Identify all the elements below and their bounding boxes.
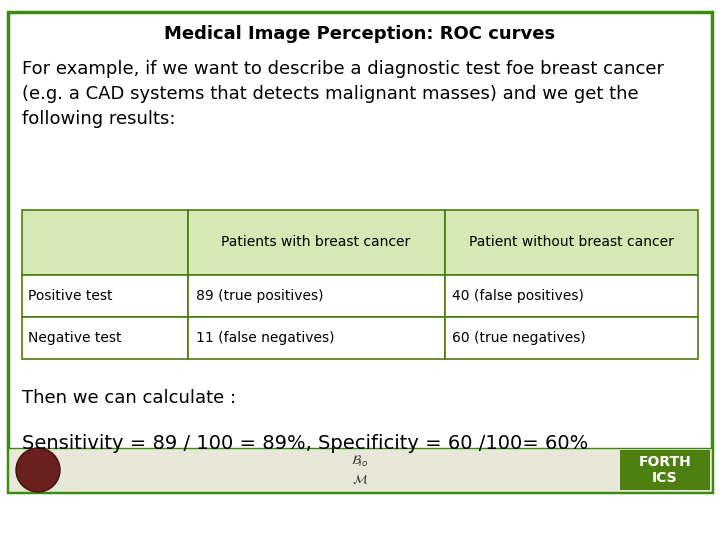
Bar bbox=[444, 275, 698, 317]
Bar bbox=[444, 317, 698, 359]
Bar bbox=[188, 210, 444, 275]
Text: 89 (true positives): 89 (true positives) bbox=[196, 289, 323, 303]
Bar bbox=[188, 275, 444, 317]
Text: Positive test: Positive test bbox=[28, 289, 112, 303]
Bar bbox=[22, 317, 188, 359]
Bar bbox=[188, 317, 444, 359]
Text: Sensitivity = 89 / 100 = 89%, Specificity = 60 /100= 60%: Sensitivity = 89 / 100 = 89%, Specificit… bbox=[22, 434, 588, 453]
Text: Patient without breast cancer: Patient without breast cancer bbox=[469, 235, 674, 249]
Text: $\mathcal{B}_{\!\mathit{io}}$
$\mathcal{M}$: $\mathcal{B}_{\!\mathit{io}}$ $\mathcal{… bbox=[351, 454, 369, 485]
Bar bbox=[8, 12, 712, 492]
Bar bbox=[8, 448, 712, 492]
Text: 60 (true negatives): 60 (true negatives) bbox=[452, 331, 586, 345]
Bar bbox=[444, 210, 698, 275]
Bar bbox=[620, 450, 710, 490]
Text: Medical Image Perception: ROC curves: Medical Image Perception: ROC curves bbox=[164, 25, 556, 43]
Text: Negative test: Negative test bbox=[28, 331, 122, 345]
Text: Then we can calculate :: Then we can calculate : bbox=[22, 389, 236, 407]
Text: FORTH
ICS: FORTH ICS bbox=[639, 455, 691, 484]
Text: For example, if we want to describe a diagnostic test foe breast cancer
(e.g. a : For example, if we want to describe a di… bbox=[22, 60, 664, 128]
Bar bbox=[22, 275, 188, 317]
Bar bbox=[22, 210, 188, 275]
Text: 11 (false negatives): 11 (false negatives) bbox=[196, 331, 334, 345]
Text: 40 (false positives): 40 (false positives) bbox=[452, 289, 585, 303]
Text: Patients with breast cancer: Patients with breast cancer bbox=[222, 235, 410, 249]
Circle shape bbox=[16, 448, 60, 492]
